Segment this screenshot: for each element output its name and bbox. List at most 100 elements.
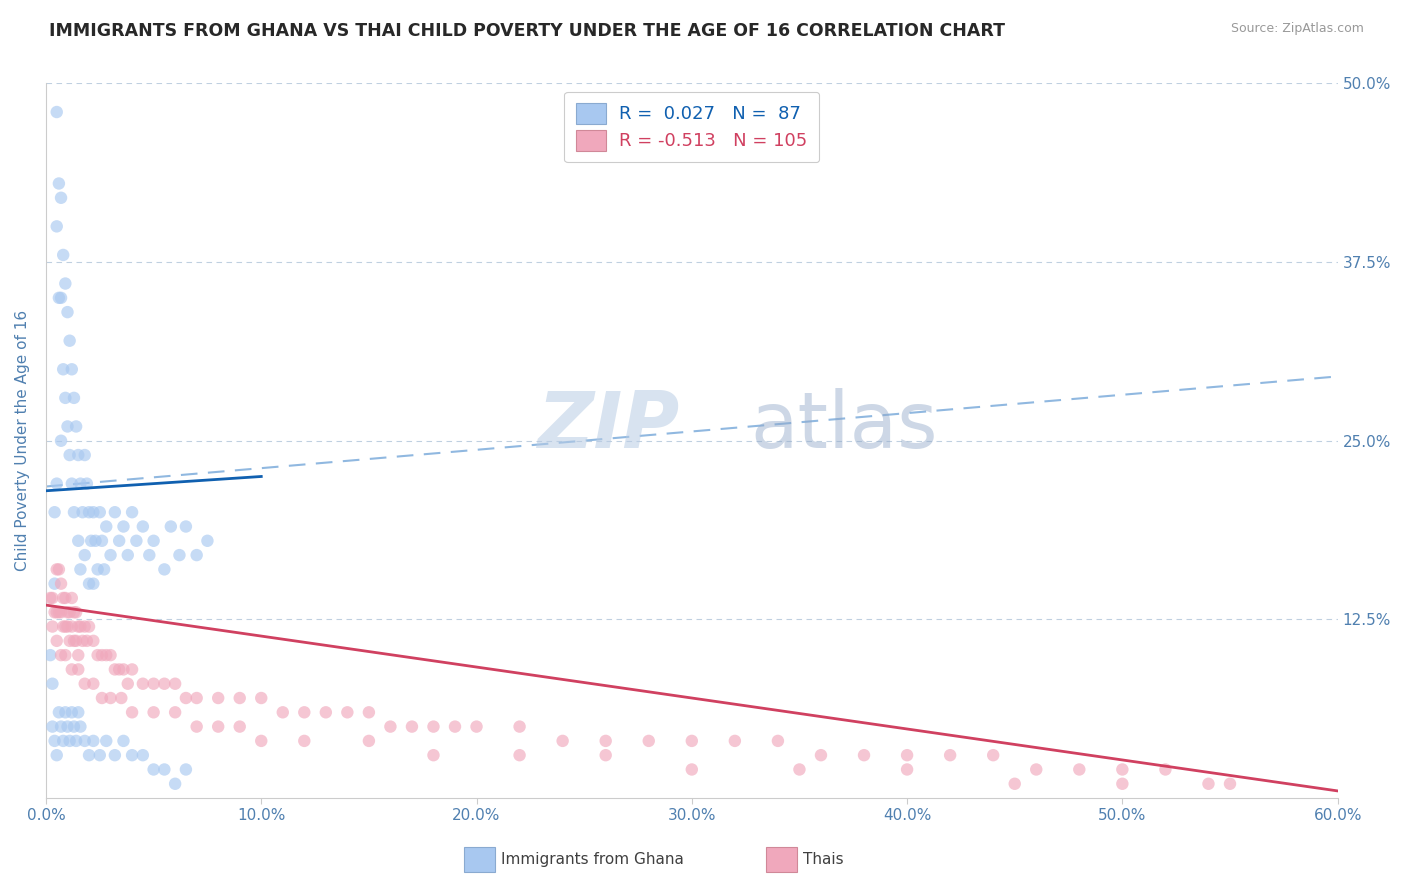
Point: [132, 748, 155, 763]
Point: [60, 362, 83, 376]
Point: [67, 662, 90, 676]
Point: [1004, 777, 1026, 791]
Point: [59, 734, 82, 748]
Point: [82, 677, 104, 691]
Point: [939, 748, 962, 763]
Point: [44, 505, 66, 519]
Point: [53, 619, 76, 633]
Text: atlas: atlas: [749, 388, 938, 465]
Point: [121, 505, 143, 519]
Point: [186, 548, 208, 562]
Point: [72, 633, 94, 648]
Point: [142, 533, 165, 548]
Point: [174, 691, 197, 706]
Point: [52, 362, 75, 376]
Point: [48, 291, 70, 305]
Point: [138, 548, 160, 562]
Point: [56, 720, 79, 734]
Point: [595, 748, 617, 763]
Point: [63, 633, 86, 648]
Text: Source: ZipAtlas.com: Source: ZipAtlas.com: [1230, 22, 1364, 36]
Point: [63, 505, 86, 519]
Point: [121, 706, 143, 720]
Point: [724, 734, 747, 748]
Point: [76, 633, 98, 648]
Point: [465, 720, 488, 734]
Point: [810, 748, 832, 763]
Point: [77, 748, 100, 763]
Point: [56, 605, 79, 619]
Point: [551, 734, 574, 748]
Point: [73, 448, 96, 462]
Point: [59, 605, 82, 619]
Point: [69, 476, 91, 491]
Point: [49, 605, 72, 619]
Point: [165, 677, 187, 691]
Point: [56, 419, 79, 434]
Point: [100, 548, 122, 562]
Point: [1111, 763, 1133, 777]
Point: [315, 706, 337, 720]
Point: [89, 748, 111, 763]
Point: [444, 720, 467, 734]
Point: [91, 533, 114, 548]
Point: [56, 305, 79, 319]
Point: [853, 748, 876, 763]
Point: [1154, 763, 1177, 777]
Point: [82, 576, 104, 591]
Point: [292, 734, 315, 748]
Point: [100, 648, 122, 662]
Point: [67, 648, 90, 662]
Y-axis label: Child Poverty Under the Age of 16: Child Poverty Under the Age of 16: [15, 310, 30, 571]
Point: [132, 519, 155, 533]
Point: [1111, 777, 1133, 791]
Point: [186, 720, 208, 734]
Point: [65, 633, 87, 648]
Point: [142, 706, 165, 720]
Point: [250, 691, 273, 706]
Point: [86, 562, 108, 576]
Point: [100, 691, 122, 706]
Point: [48, 562, 70, 576]
Point: [45, 605, 67, 619]
Point: [52, 248, 75, 262]
Point: [44, 576, 66, 591]
Point: [96, 648, 118, 662]
Point: [59, 448, 82, 462]
Point: [45, 633, 67, 648]
Point: [509, 748, 531, 763]
Point: [1025, 763, 1047, 777]
Point: [174, 519, 197, 533]
Point: [48, 177, 70, 191]
Point: [112, 519, 135, 533]
Point: [595, 734, 617, 748]
Point: [60, 662, 83, 676]
Point: [91, 648, 114, 662]
Point: [56, 619, 79, 633]
Point: [41, 720, 63, 734]
Point: [789, 763, 811, 777]
Point: [142, 677, 165, 691]
Point: [104, 505, 127, 519]
Legend: R =  0.027   N =  87, R = -0.513   N = 105: R = 0.027 N = 87, R = -0.513 N = 105: [564, 92, 820, 162]
Point: [125, 533, 148, 548]
Point: [41, 619, 63, 633]
Point: [53, 277, 76, 291]
Point: [73, 677, 96, 691]
Point: [63, 391, 86, 405]
Point: [117, 677, 139, 691]
Point: [41, 677, 63, 691]
Point: [39, 591, 62, 605]
Point: [52, 734, 75, 748]
Point: [84, 533, 107, 548]
Point: [77, 505, 100, 519]
Point: [67, 533, 90, 548]
Point: [44, 734, 66, 748]
Point: [160, 519, 183, 533]
Point: [53, 706, 76, 720]
Point: [49, 576, 72, 591]
Point: [91, 691, 114, 706]
Point: [77, 619, 100, 633]
Point: [59, 334, 82, 348]
Point: [49, 648, 72, 662]
